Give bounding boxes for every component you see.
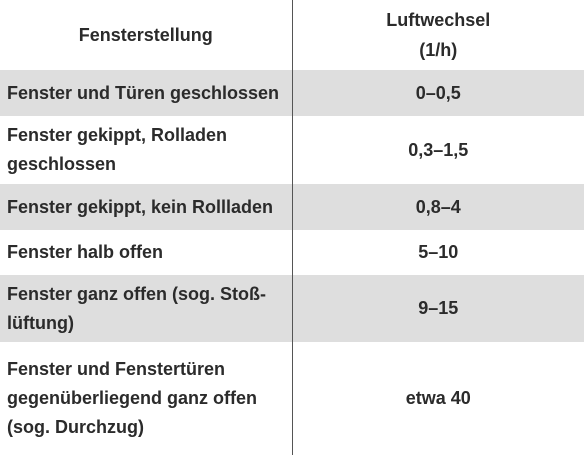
air-exchange-value: 0–0,5 — [415, 82, 461, 103]
window-setting-text: Fenster gekippt, Rolladen — [7, 125, 228, 145]
table-row: Fenster und Türen geschlossen 0–0,5 — [0, 70, 584, 116]
table-row: Fenster und Fenstertüren gegenüberliegen… — [0, 342, 584, 455]
air-exchange-value: 5–10 — [418, 242, 459, 262]
window-setting-cell: Fenster und Fenstertüren gegenüberliegen… — [0, 342, 293, 455]
window-setting-text: Fenster ganz offen (sog. Stoß- — [7, 283, 266, 304]
table-row: Fenster halb offen 5–10 — [0, 230, 584, 275]
air-exchange-cell: 5–10 — [292, 230, 584, 275]
header-air-exchange-label: Luftwechsel — [386, 10, 491, 30]
air-exchange-cell: 9–15 — [292, 275, 584, 342]
window-setting-cell: Fenster und Türen geschlossen — [0, 70, 293, 116]
window-setting-text: geschlossen — [7, 154, 117, 174]
window-setting-cell: Fenster halb offen — [0, 230, 293, 275]
window-setting-text: Fenster und Türen geschlossen — [7, 82, 280, 103]
window-setting-cell: Fenster gekippt, Rolladen geschlossen — [0, 116, 293, 184]
air-exchange-value: 0,3–1,5 — [408, 139, 469, 160]
air-exchange-value: 0,8–4 — [415, 196, 461, 217]
window-setting-text: gegenüberliegend ganz offen — [7, 388, 258, 408]
air-exchange-value: 9–15 — [418, 298, 459, 318]
table-row: Fenster gekippt, Rolladen geschlossen 0,… — [0, 116, 584, 184]
window-setting-text: Fenster halb offen — [7, 242, 164, 262]
air-exchange-cell: 0,3–1,5 — [292, 116, 584, 184]
window-setting-text: Fenster gekippt, kein Rollladen — [7, 196, 274, 217]
table-header-row: Fensterstellung Luftwechsel (1/h) — [0, 0, 584, 70]
table-row: Fenster gekippt, kein Rollladen 0,8–4 — [0, 184, 584, 230]
window-setting-cell: Fenster gekippt, kein Rollladen — [0, 184, 293, 230]
header-air-exchange: Luftwechsel (1/h) — [292, 0, 584, 70]
window-setting-text: Fenster und Fenstertüren — [7, 359, 226, 379]
window-setting-text: lüftung) — [7, 312, 74, 333]
window-setting-cell: Fenster ganz offen (sog. Stoß- lüftung) — [0, 275, 293, 342]
air-exchange-value: etwa 40 — [405, 388, 471, 408]
table-row: Fenster ganz offen (sog. Stoß- lüftung) … — [0, 275, 584, 342]
header-window-setting: Fensterstellung — [0, 0, 293, 70]
air-exchange-cell: etwa 40 — [292, 342, 584, 455]
header-window-setting-label: Fensterstellung — [78, 25, 213, 45]
air-exchange-cell: 0,8–4 — [292, 184, 584, 230]
header-air-exchange-unit: (1/h) — [419, 40, 458, 60]
air-exchange-cell: 0–0,5 — [292, 70, 584, 116]
window-setting-text: (sog. Durchzug) — [7, 417, 144, 437]
